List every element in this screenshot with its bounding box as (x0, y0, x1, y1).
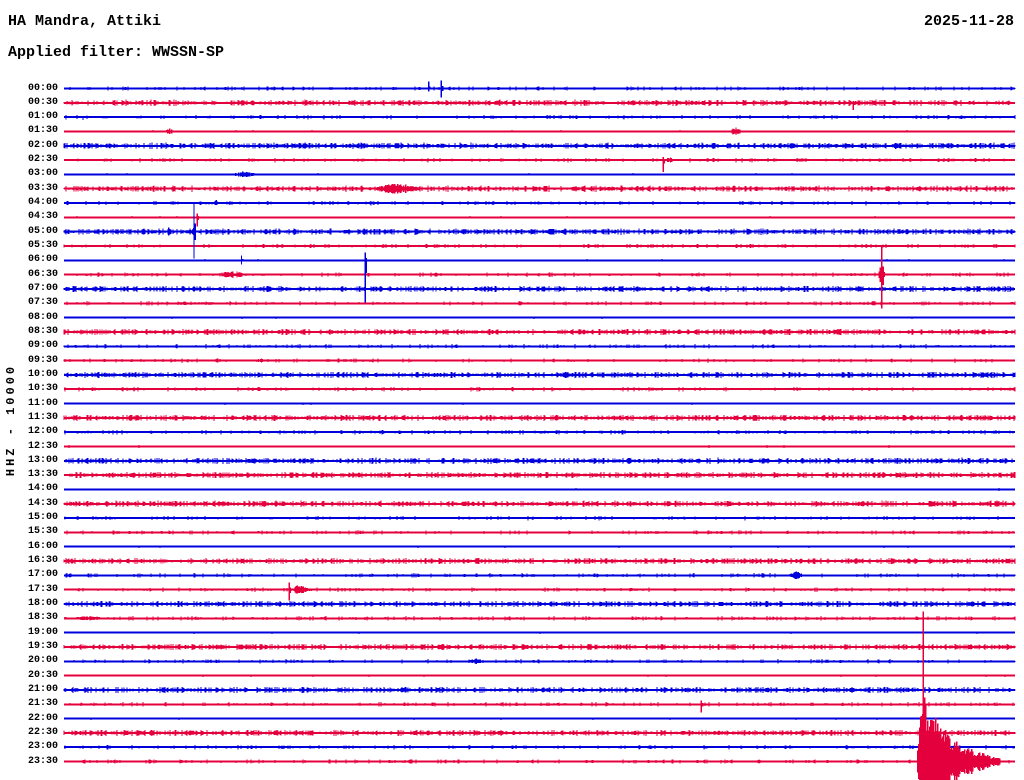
row-time-label: 06:30 (27, 268, 58, 280)
row-time-label: 18:30 (27, 612, 58, 624)
row-time-label: 22:30 (27, 726, 58, 738)
row-time-label: 16:00 (27, 540, 58, 552)
row-time-label: 15:00 (27, 512, 58, 524)
row-time-label: 17:00 (27, 569, 58, 581)
filter-label: Applied filter: WWSSN-SP (8, 44, 225, 61)
row-time-label: 03:30 (27, 182, 58, 194)
row-time-label: 08:00 (27, 311, 58, 323)
row-time-label: 00:00 (27, 82, 58, 94)
row-time-label: 05:00 (27, 225, 58, 237)
row-time-label: 00:30 (27, 96, 58, 108)
row-time-label: 21:30 (27, 698, 58, 710)
row-time-label: 02:00 (27, 139, 58, 151)
row-time-label: 11:00 (27, 397, 58, 409)
row-time-label: 19:00 (27, 626, 58, 638)
row-time-label: 07:00 (27, 282, 58, 294)
row-time-label: 04:30 (27, 211, 58, 223)
row-time-label: 10:00 (27, 368, 58, 380)
row-time-label: 12:00 (27, 426, 58, 438)
row-time-label: 09:00 (27, 340, 58, 352)
row-time-label: 07:30 (27, 297, 58, 309)
row-time-label: 03:00 (27, 168, 58, 180)
row-time-label: 19:30 (27, 640, 58, 652)
row-time-label: 06:00 (27, 254, 58, 266)
row-time-label: 18:00 (27, 598, 58, 610)
row-time-label: 09:30 (27, 354, 58, 366)
row-time-label: 04:00 (27, 197, 58, 209)
row-time-label: 15:30 (27, 526, 58, 538)
row-time-label: 01:30 (27, 125, 58, 137)
row-time-label: 17:30 (27, 583, 58, 595)
row-time-label: 11:30 (27, 411, 58, 423)
station-title: HA Mandra, Attiki (8, 13, 162, 30)
row-time-label: 12:30 (27, 440, 58, 452)
row-time-label: 20:30 (27, 669, 58, 681)
date-label: 2025-11-28 (923, 13, 1014, 30)
row-time-label: 23:30 (27, 755, 58, 767)
row-time-label: 10:30 (27, 383, 58, 395)
row-time-label: 02:30 (27, 154, 58, 166)
row-time-label: 16:30 (27, 555, 58, 567)
row-time-label: 14:00 (27, 483, 58, 495)
row-time-label: 14:30 (27, 497, 58, 509)
row-time-label: 05:30 (27, 240, 58, 252)
row-time-label: 08:30 (27, 325, 58, 337)
row-time-label: 23:00 (27, 741, 58, 753)
row-time-label: 01:00 (27, 111, 58, 123)
row-time-label: 21:00 (27, 683, 58, 695)
row-time-label: 13:00 (27, 454, 58, 466)
row-time-label: 20:00 (27, 655, 58, 667)
row-time-label: 22:00 (27, 712, 58, 724)
row-time-label: 13:30 (27, 469, 58, 481)
